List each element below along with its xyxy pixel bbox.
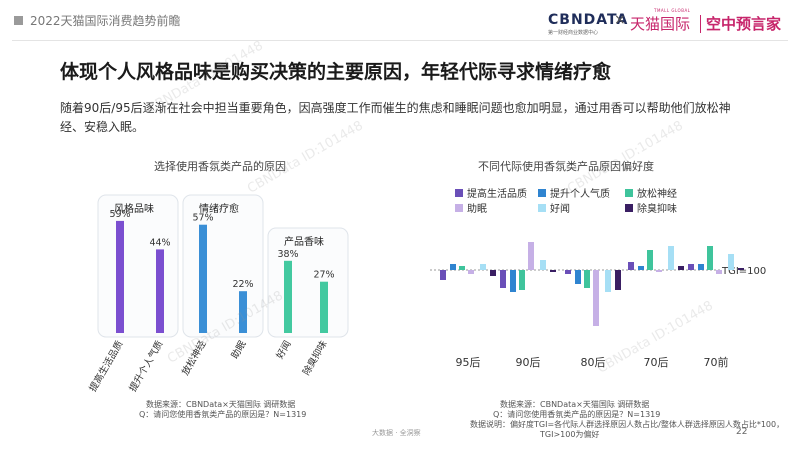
tmall-global-tag: TMALL GLOBAL xyxy=(654,8,691,13)
tgi-bar xyxy=(440,270,446,280)
tgi-bar xyxy=(738,268,744,270)
generation-label: 90后 xyxy=(516,356,541,369)
kongzhong-logo: 空中预言家 xyxy=(706,15,782,33)
tgi-bar xyxy=(638,266,644,270)
header-divider xyxy=(12,40,788,41)
tgi-bar xyxy=(605,270,611,292)
tgi-definition-note: 数据说明：偏好度TGI=各代际人群选择原因人数占比/整体人群选择原因人数占比*1… xyxy=(470,420,785,429)
legend-label: 好闻 xyxy=(550,202,570,215)
tgi-bar xyxy=(593,270,599,326)
left-source-note: 数据来源：CBNData×天猫国际 调研数据 xyxy=(146,400,296,409)
legend-label: 放松神经 xyxy=(637,187,677,200)
legend-label: 除臭抑味 xyxy=(637,202,677,215)
left-question-note: Q：请问您使用香氛类产品的原因是？N=1319 xyxy=(139,410,307,419)
legend-swatch xyxy=(625,204,633,212)
tgi-bar xyxy=(510,270,516,292)
tgi-bar xyxy=(698,264,704,270)
tgi-bar xyxy=(584,270,590,288)
page-description: 随着90后/95后逐渐在社会中担当重要角色，因高强度工作而催生的焦虑和睡眠问题也… xyxy=(60,101,731,134)
bar xyxy=(199,224,207,333)
brand-separator xyxy=(700,15,701,33)
legend-label: 助眠 xyxy=(467,202,487,215)
right-question-note: Q：请问您使用香氛类产品的原因是？N=1319 xyxy=(493,410,661,419)
page-number: 22 xyxy=(736,427,748,437)
legend-swatch xyxy=(455,189,463,197)
tgi-bar xyxy=(628,262,634,270)
bar-value-label: 38% xyxy=(277,249,298,260)
tgi-bar xyxy=(565,270,571,274)
page-title: 体现个人风格品味是购买决策的主要原因，年轻代际寻求情绪疗愈 xyxy=(60,61,612,83)
header-square-icon xyxy=(14,16,23,25)
generation-label: 70前 xyxy=(704,355,729,369)
tgi-bar xyxy=(716,270,722,274)
tgi-bar xyxy=(575,270,581,284)
generation-label: 70后 xyxy=(644,356,669,369)
generation-label: 95后 xyxy=(456,356,481,369)
legend-label: 提升个人气质 xyxy=(550,187,610,200)
tgi-bar xyxy=(656,270,662,272)
tgi-baseline-label: TGI=100 xyxy=(721,266,766,277)
group-label: 产品香味 xyxy=(284,235,324,248)
right-chart-title: 不同代际使用香氛类产品原因偏好度 xyxy=(478,160,654,173)
tgi-bar xyxy=(707,246,713,270)
bar xyxy=(239,291,247,333)
legend-swatch xyxy=(538,204,546,212)
tgi-bar xyxy=(450,264,456,270)
tgi-bar xyxy=(615,270,621,290)
tgi-bar xyxy=(480,264,486,270)
legend-label: 提高生活品质 xyxy=(467,187,527,200)
brand-cross: × xyxy=(614,12,626,28)
footer-slogan: 大数据 · 全洞察 xyxy=(372,429,421,437)
bar-value-label: 57% xyxy=(192,213,213,224)
bar-value-label: 59% xyxy=(109,209,130,220)
tgi-bar xyxy=(528,242,534,270)
legend-swatch xyxy=(538,189,546,197)
tgi-bar xyxy=(668,246,674,270)
tmall-global-logo: 天猫国际 xyxy=(630,15,691,33)
tgi-bar xyxy=(728,254,734,270)
tgi-bar xyxy=(519,270,525,290)
tgi-bar xyxy=(468,270,474,274)
tgi-bar xyxy=(678,266,684,270)
tgi-bar xyxy=(540,260,546,270)
tgi-bar xyxy=(688,264,694,270)
generation-label: 80后 xyxy=(581,356,606,369)
group-label: 情绪疗愈 xyxy=(199,202,239,215)
group-label: 风格品味 xyxy=(114,202,154,215)
bar xyxy=(116,220,124,333)
tgi-bar xyxy=(490,270,496,276)
bar xyxy=(320,281,328,333)
tgi-bar xyxy=(647,250,653,270)
tgi-bar xyxy=(550,270,556,272)
bar xyxy=(156,249,164,333)
cbndata-logo: CBNDATA xyxy=(548,12,629,28)
right-source-note: 数据来源：CBNData×天猫国际 调研数据 xyxy=(500,400,650,409)
bar-value-label: 22% xyxy=(232,279,253,290)
tgi-threshold-note: TGI>100为偏好 xyxy=(540,430,600,439)
legend-swatch xyxy=(455,204,463,212)
bar-value-label: 44% xyxy=(149,237,170,248)
report-title: 2022天猫国际消费趋势前瞻 xyxy=(30,14,181,28)
bar-value-label: 27% xyxy=(313,270,334,281)
cbndata-logo-subtitle: 第一财经商业数据中心 xyxy=(548,30,599,36)
left-chart-title: 选择使用香氛类产品的原因 xyxy=(154,160,286,173)
bar xyxy=(284,260,292,333)
legend-swatch xyxy=(625,189,633,197)
tgi-bar xyxy=(459,266,465,270)
tgi-bar xyxy=(500,270,506,288)
